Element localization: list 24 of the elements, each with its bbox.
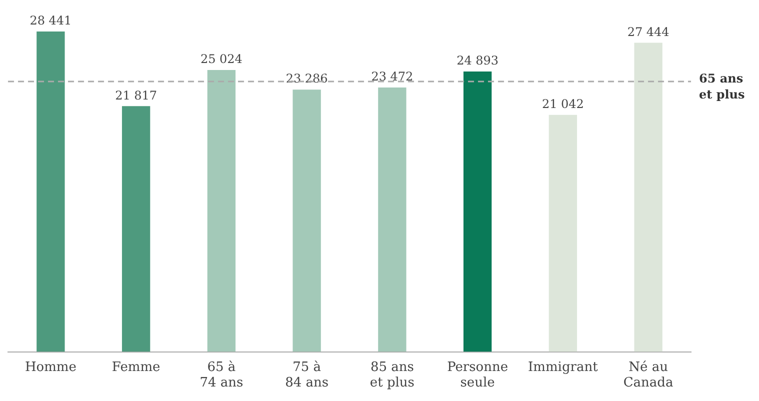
data-label: 25 024 <box>200 52 243 66</box>
data-label: 21 042 <box>542 96 584 111</box>
data-label: 24 893 <box>456 54 499 68</box>
data-label: 28 441 <box>30 14 72 28</box>
bar <box>292 90 321 352</box>
x-tick-label: Homme <box>24 360 77 375</box>
data-label: 21 817 <box>115 88 158 102</box>
x-tick-label: 75 à 84 ans <box>285 360 329 391</box>
x-tick-label: Femme <box>112 360 161 375</box>
bar <box>548 114 578 352</box>
x-tick-label: 65 à 74 ans <box>200 360 244 391</box>
x-tick-label: Immigrant <box>528 360 599 375</box>
data-label: 27 444 <box>627 24 670 39</box>
x-tick-label: 85 ans et plus <box>370 360 414 391</box>
bar <box>634 42 662 352</box>
x-tick-label: Né au Canada <box>623 360 674 391</box>
bar <box>36 32 65 352</box>
x-tick-label: Personne seule <box>447 360 508 391</box>
bar <box>463 72 492 352</box>
bar <box>207 70 236 352</box>
ref-line-label: 65 ans et plus <box>699 72 746 102</box>
data-label: 23 472 <box>371 70 414 84</box>
bar <box>378 88 406 352</box>
bar <box>122 106 150 352</box>
